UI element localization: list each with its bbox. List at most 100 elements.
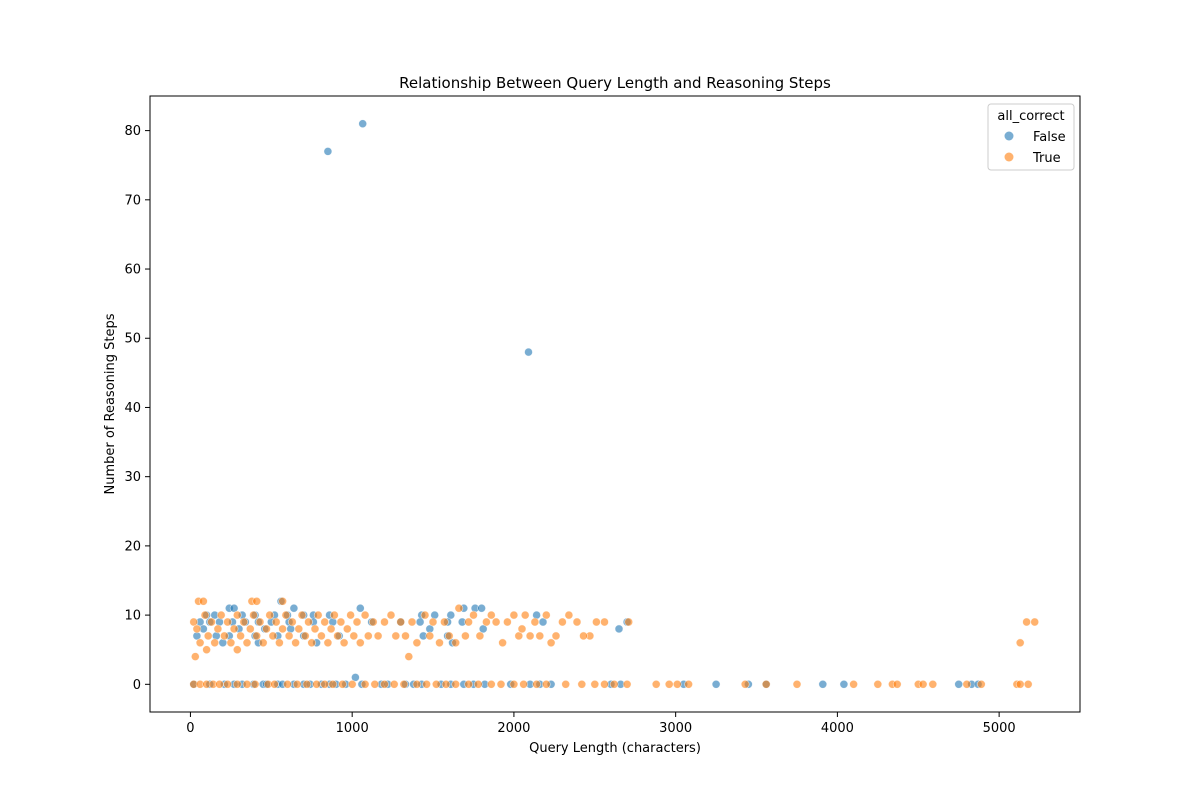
- data-point-false-11: [289, 603, 299, 613]
- data-point-true-57: [323, 638, 333, 648]
- y-tick-label-60: 60: [124, 263, 141, 278]
- data-point-true-118: [250, 679, 260, 689]
- data-point-true-2: [199, 596, 208, 606]
- data-point-true-46: [287, 617, 297, 627]
- data-point-true-9: [1015, 638, 1025, 648]
- data-point-true-129: [360, 679, 370, 689]
- data-point-true-121: [283, 679, 292, 689]
- data-point-true-107: [564, 610, 574, 620]
- data-point-true-149: [590, 679, 600, 689]
- data-point-false-102: [954, 679, 964, 689]
- y-tick-label-40: 40: [124, 401, 141, 416]
- data-point-true-144: [519, 679, 528, 689]
- data-point-true-160: [849, 679, 858, 689]
- data-point-true-25: [220, 631, 229, 641]
- data-point-true-103: [541, 610, 551, 620]
- data-point-true-70: [368, 617, 378, 627]
- data-point-true-60: [333, 631, 342, 641]
- legend-label-true: True: [1032, 151, 1061, 166]
- data-point-true-90: [475, 631, 485, 641]
- data-point-true-78: [412, 638, 422, 648]
- data-point-true-131: [380, 679, 389, 689]
- data-point-true-98: [517, 624, 527, 634]
- data-point-true-73: [386, 610, 396, 620]
- data-point-true-117: [242, 679, 252, 689]
- data-point-true-148: [577, 679, 587, 689]
- data-point-true-91: [482, 617, 491, 627]
- data-point-false-37: [415, 617, 425, 627]
- data-point-true-79: [420, 610, 430, 620]
- data-point-true-31: [239, 617, 249, 627]
- data-point-false-23: [446, 610, 456, 620]
- data-point-true-54: [313, 610, 323, 620]
- data-point-false-5: [355, 603, 365, 613]
- data-point-true-165: [918, 679, 928, 689]
- data-point-true-27: [226, 638, 236, 648]
- data-point-true-122: [292, 679, 302, 689]
- x-tick-label-1000: 1000: [336, 721, 369, 736]
- data-point-true-87: [461, 631, 470, 641]
- data-point-true-75: [396, 617, 406, 627]
- data-point-true-26: [223, 617, 232, 627]
- data-point-true-53: [310, 624, 320, 634]
- data-point-true-127: [338, 679, 347, 689]
- data-point-true-96: [509, 610, 519, 620]
- data-point-true-34: [249, 610, 258, 620]
- data-point-true-81: [428, 617, 438, 627]
- data-point-true-139: [464, 679, 473, 689]
- data-point-true-138: [451, 679, 461, 689]
- data-point-true-20: [203, 631, 213, 641]
- data-point-false-97: [711, 679, 721, 689]
- data-point-true-71: [373, 631, 383, 641]
- data-point-true-166: [928, 679, 938, 689]
- data-point-false-3: [351, 673, 360, 682]
- data-point-true-28: [229, 624, 239, 634]
- data-point-true-159: [792, 679, 802, 689]
- data-point-true-11: [1030, 617, 1039, 627]
- data-point-true-171: [1023, 679, 1033, 689]
- data-point-true-19: [200, 610, 210, 620]
- data-point-true-132: [389, 679, 399, 689]
- data-point-true-102: [535, 631, 545, 641]
- data-point-true-114: [215, 679, 224, 689]
- data-point-true-153: [651, 679, 661, 689]
- data-point-true-67: [355, 638, 365, 648]
- data-point-true-36: [255, 617, 265, 627]
- data-point-true-95: [503, 617, 512, 627]
- data-point-true-8: [202, 645, 211, 655]
- data-point-true-120: [270, 679, 279, 689]
- data-point-true-64: [346, 610, 355, 620]
- data-point-true-152: [622, 679, 632, 689]
- data-point-true-69: [363, 631, 373, 641]
- data-point-true-68: [360, 610, 370, 620]
- data-point-true-35: [252, 631, 262, 641]
- data-point-true-109: [579, 631, 588, 641]
- data-point-false-10: [229, 603, 239, 613]
- points-layer: [189, 119, 1039, 689]
- data-point-true-134: [412, 679, 422, 689]
- data-point-true-16: [189, 617, 198, 627]
- data-point-true-80: [425, 631, 435, 641]
- data-point-true-108: [572, 617, 582, 627]
- data-point-true-86: [454, 603, 464, 613]
- data-point-true-7: [233, 645, 242, 655]
- series-true: [189, 596, 1039, 689]
- x-axis: 0 1000 2000 3000 4000 5000: [186, 712, 1016, 736]
- data-point-true-105: [551, 631, 561, 641]
- data-point-true-161: [873, 679, 883, 689]
- data-point-true-130: [370, 679, 380, 689]
- data-point-true-56: [320, 617, 330, 627]
- data-point-true-150: [600, 679, 609, 689]
- legend-label-false: False: [1033, 130, 1066, 145]
- data-point-true-38: [262, 624, 271, 634]
- y-tick-label-10: 10: [124, 609, 141, 624]
- data-point-true-6: [404, 652, 414, 661]
- data-point-true-106: [558, 617, 567, 627]
- data-point-true-133: [399, 679, 409, 689]
- data-point-true-99: [520, 610, 530, 620]
- data-point-true-0: [191, 652, 200, 661]
- data-point-true-155: [672, 679, 682, 689]
- data-point-true-74: [391, 631, 401, 641]
- data-point-true-97: [514, 631, 524, 641]
- data-point-true-18: [195, 638, 205, 648]
